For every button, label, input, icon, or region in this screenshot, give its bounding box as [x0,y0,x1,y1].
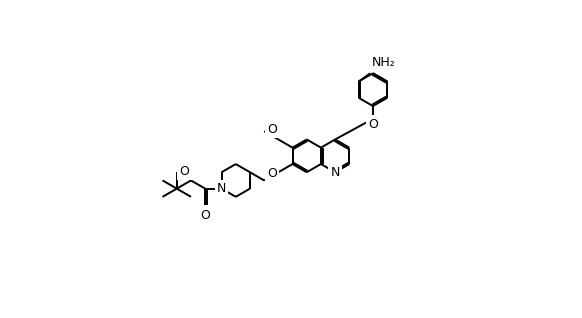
Text: O: O [267,123,277,136]
Text: O: O [200,209,210,222]
Text: NH₂: NH₂ [372,57,396,69]
Text: O: O [368,118,378,131]
Text: O: O [267,167,277,180]
Text: O: O [179,165,189,178]
Text: N: N [331,166,340,179]
Text: N: N [217,182,226,195]
Text: F: F [370,57,377,69]
